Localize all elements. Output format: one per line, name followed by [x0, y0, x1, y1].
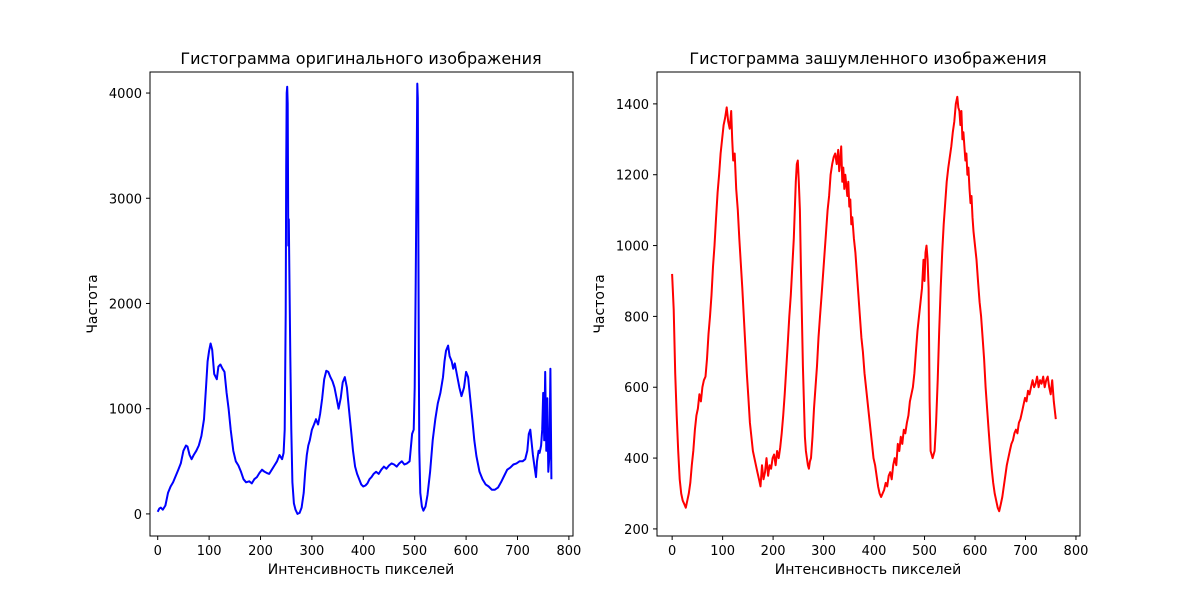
x-tick-label: 600 — [963, 544, 988, 559]
x-tick-label: 0 — [668, 544, 676, 559]
plot-area — [671, 95, 1057, 513]
x-tick-label: 0 — [154, 544, 162, 559]
y-tick-label: 3000 — [109, 192, 142, 207]
x-tick-label: 800 — [556, 544, 581, 559]
y-tick-label: 600 — [624, 381, 649, 396]
y-tick-label: 2000 — [109, 297, 142, 312]
chart-original-histogram: Гистограмма оригинального изображения Ин… — [85, 49, 581, 578]
y-tick-label: 200 — [624, 523, 649, 538]
x-tick-label: 300 — [811, 544, 836, 559]
x-tick-label: 300 — [299, 544, 324, 559]
y-tick-label: 400 — [624, 452, 649, 467]
tick-group: 0 100 200 300 400 500 600 700 800 200 400 600 800 100… — [616, 98, 1088, 559]
x-axis-label: Интенсивность пикселей — [268, 562, 455, 578]
chart-noisy-histogram: Гистограмма зашумленного изображения Инт… — [592, 49, 1088, 578]
plot-area — [156, 82, 553, 515]
y-tick-label: 0 — [134, 508, 142, 523]
series-line — [156, 82, 553, 515]
y-tick-label: 1200 — [616, 169, 649, 184]
chart-title: Гистограмма оригинального изображения — [180, 49, 541, 68]
x-tick-label: 100 — [710, 544, 735, 559]
x-tick-label: 200 — [761, 544, 786, 559]
y-tick-label: 4000 — [109, 87, 142, 102]
x-tick-label: 600 — [454, 544, 479, 559]
x-axis-label: Интенсивность пикселей — [775, 562, 962, 578]
x-tick-label: 200 — [248, 544, 273, 559]
tick-group: 0 100 200 300 400 500 600 700 800 0 1000 2000 3000 40… — [109, 87, 581, 559]
y-tick-label: 1000 — [109, 403, 142, 418]
axes-frame — [149, 71, 574, 537]
x-tick-label: 500 — [402, 544, 427, 559]
x-tick-label: 700 — [505, 544, 530, 559]
x-tick-label: 400 — [351, 544, 376, 559]
x-tick-label: 100 — [197, 544, 222, 559]
series-line — [671, 95, 1057, 513]
y-tick-label: 1000 — [616, 240, 649, 255]
x-tick-label: 700 — [1013, 544, 1038, 559]
axes-frame — [656, 71, 1081, 537]
x-tick-label: 400 — [862, 544, 887, 559]
y-tick-label: 800 — [624, 310, 649, 325]
x-tick-label: 800 — [1064, 544, 1089, 559]
x-tick-label: 500 — [912, 544, 937, 559]
y-axis-label: Частота — [85, 274, 101, 333]
chart-title: Гистограмма зашумленного изображения — [689, 49, 1046, 68]
y-tick-label: 1400 — [616, 98, 649, 113]
y-axis-label: Частота — [592, 274, 608, 333]
